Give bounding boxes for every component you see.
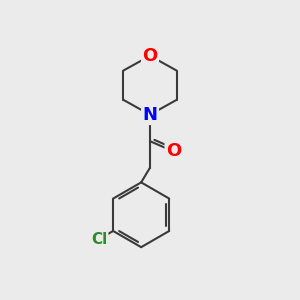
Text: Cl: Cl: [91, 232, 107, 247]
Text: N: N: [142, 106, 158, 124]
Text: O: O: [166, 142, 181, 160]
Text: O: O: [142, 47, 158, 65]
